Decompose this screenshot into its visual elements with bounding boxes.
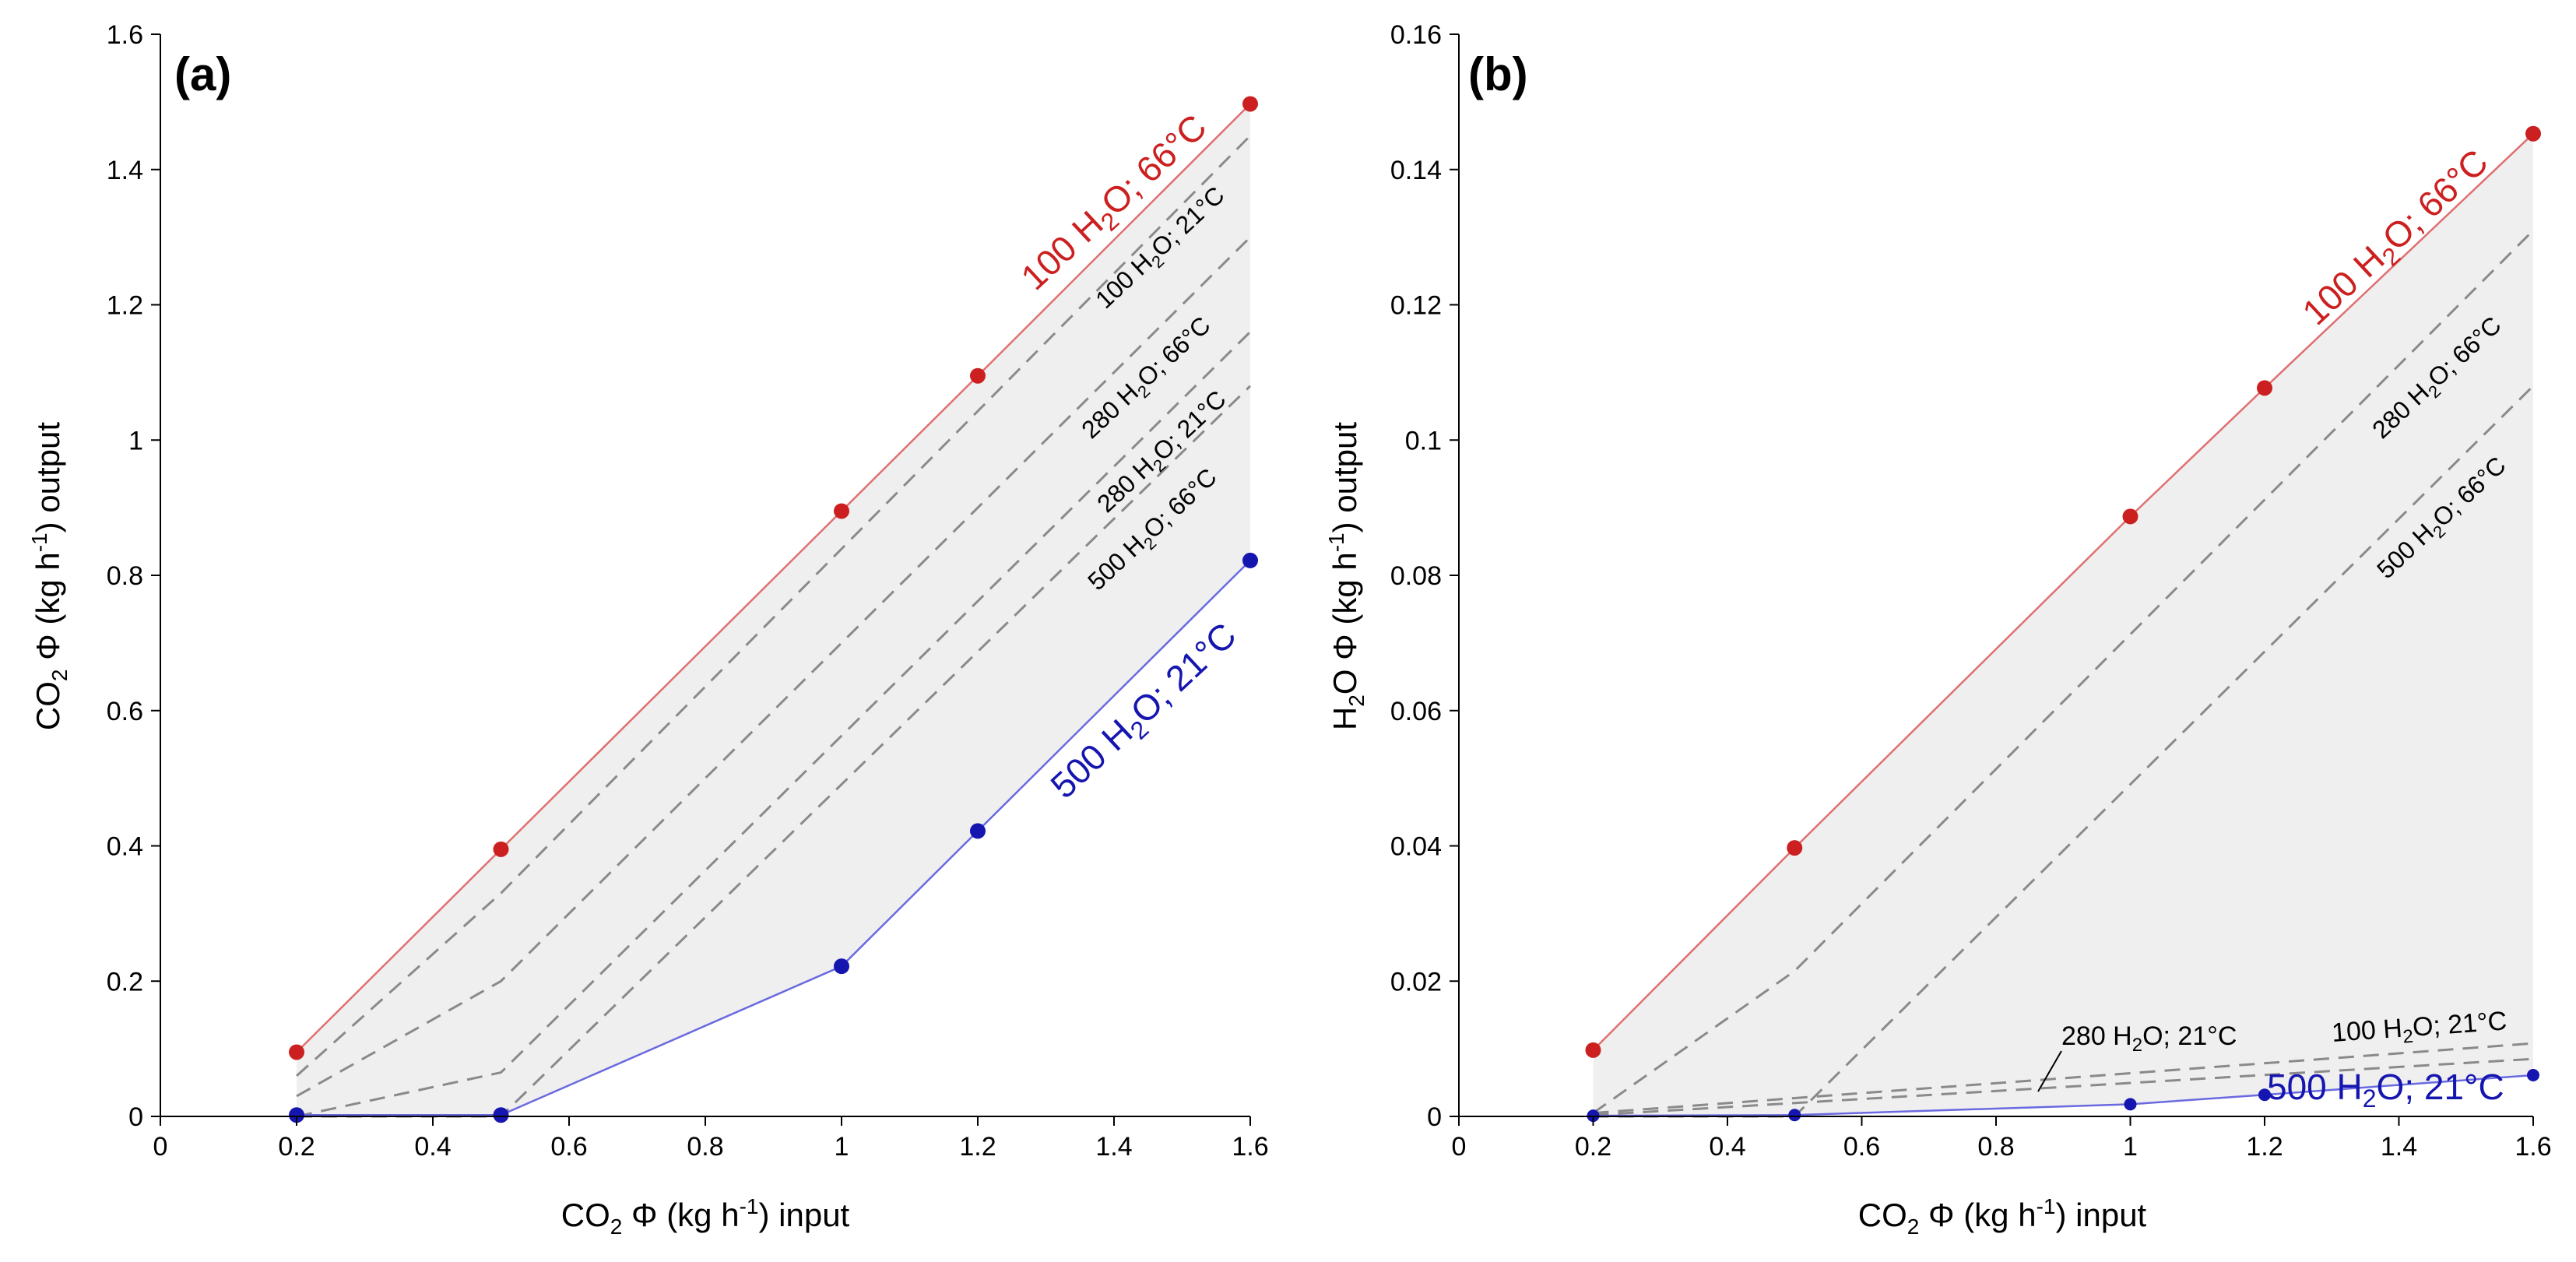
point-a-100-h2o-66c-4 [1242, 96, 1258, 111]
y-tick-label-b-2: 0.04 [1390, 832, 1442, 862]
point-b-100-h2o-66c-0 [1586, 1042, 1601, 1058]
point-a-500-h2o-21c-2 [834, 958, 849, 974]
point-b-100-h2o-66c-1 [1787, 840, 1802, 856]
point-b-500-h2o-21c-2 [2124, 1098, 2137, 1110]
annotation-280h2o-21c-b: 280 H2O; 21°C [2061, 1021, 2237, 1056]
point-a-500-h2o-21c-4 [1242, 553, 1258, 568]
x-tick-label-b-8: 1.6 [2514, 1132, 2551, 1162]
annotation-500h2o-21c-b: 500 H2O; 21°C [2267, 1067, 2504, 1113]
point-b-500-h2o-21c-1 [1788, 1109, 1801, 1121]
x-tick-label-b-5: 1 [2123, 1132, 2138, 1162]
y-axis-label-a: CO2 Φ (kg h-1) output [27, 422, 72, 730]
x-tick-label-a-7: 1.4 [1095, 1132, 1132, 1162]
point-b-500-h2o-21c-4 [2527, 1069, 2539, 1081]
x-tick-label-a-1: 0.2 [278, 1132, 315, 1162]
x-tick-label-a-3: 0.6 [550, 1132, 587, 1162]
y-tick-label-b-0: 0 [1427, 1102, 1442, 1132]
point-b-100-h2o-66c-4 [2525, 126, 2541, 142]
y-tick-label-b-8: 0.16 [1390, 20, 1442, 50]
panel-label-a: (a) [174, 48, 231, 100]
y-tick-label-b-5: 0.1 [1405, 426, 1442, 455]
point-b-100-h2o-66c-3 [2257, 380, 2272, 395]
point-a-100-h2o-66c-2 [834, 503, 849, 519]
y-tick-label-b-7: 0.14 [1390, 156, 1442, 185]
point-b-100-h2o-66c-2 [2123, 508, 2138, 524]
y-tick-label-a-4: 0.8 [107, 561, 143, 591]
point-a-100-h2o-66c-3 [970, 368, 986, 384]
y-tick-label-b-3: 0.06 [1390, 697, 1442, 726]
y-tick-label-a-2: 0.4 [107, 832, 143, 862]
x-tick-label-a-5: 1 [835, 1132, 849, 1162]
point-a-100-h2o-66c-1 [494, 842, 509, 857]
shaded-band-polygon-a [297, 104, 1250, 1115]
x-tick-label-b-0: 0 [1452, 1132, 1467, 1162]
x-tick-label-b-6: 1.2 [2246, 1132, 2283, 1162]
point-a-500-h2o-21c-1 [494, 1107, 509, 1123]
x-tick-label-b-4: 0.8 [1977, 1132, 2014, 1162]
x-tick-label-b-7: 1.4 [2381, 1132, 2417, 1162]
x-tick-label-a-4: 0.8 [687, 1132, 723, 1162]
y-tick-label-b-1: 0.02 [1390, 967, 1442, 997]
x-tick-label-b-3: 0.6 [1843, 1132, 1880, 1162]
shaded-band-b [1594, 134, 2534, 1116]
y-tick-label-b-4: 0.08 [1390, 561, 1442, 591]
x-axis-label-a: CO2 Φ (kg h-1) input [561, 1194, 850, 1239]
shaded-band-a [297, 104, 1250, 1115]
x-tick-label-a-8: 1.6 [1232, 1132, 1268, 1162]
x-tick-label-b-1: 0.2 [1575, 1132, 1611, 1162]
x-tick-label-a-0: 0 [153, 1132, 168, 1162]
point-a-500-h2o-21c-3 [970, 823, 986, 838]
y-tick-label-a-6: 1.2 [107, 291, 143, 321]
y-tick-label-a-3: 0.6 [107, 697, 143, 726]
x-axis-label-b: CO2 Φ (kg h-1) input [1858, 1194, 2147, 1239]
x-tick-label-b-2: 0.4 [1709, 1132, 1745, 1162]
y-axis-label-b: H2O Φ (kg h-1) output [1324, 422, 1369, 730]
y-tick-label-a-1: 0.2 [107, 967, 143, 997]
y-tick-label-a-0: 0 [128, 1102, 143, 1132]
x-tick-label-a-2: 0.4 [414, 1132, 451, 1162]
x-tick-label-a-6: 1.2 [959, 1132, 996, 1162]
y-tick-label-a-7: 1.4 [107, 156, 143, 185]
y-tick-label-a-8: 1.6 [107, 20, 143, 50]
y-tick-label-b-6: 0.12 [1390, 291, 1442, 321]
point-a-100-h2o-66c-0 [289, 1044, 304, 1060]
y-tick-label-a-5: 1 [128, 426, 143, 455]
shaded-band-polygon-b [1594, 134, 2534, 1116]
panel-a: 0 0.2 0.4 0.6 0.8 1 1.2 1.4 1.6 0 0.2 0.4 0.6 0.8 1 1.2… [27, 20, 1269, 1239]
panel-label-b: (b) [1468, 48, 1528, 100]
panel-b: 0 0.2 0.4 0.6 0.8 1 1.2 1.4 1.6 0 0.02 0.04 0.06 0.08… [1324, 20, 2552, 1239]
